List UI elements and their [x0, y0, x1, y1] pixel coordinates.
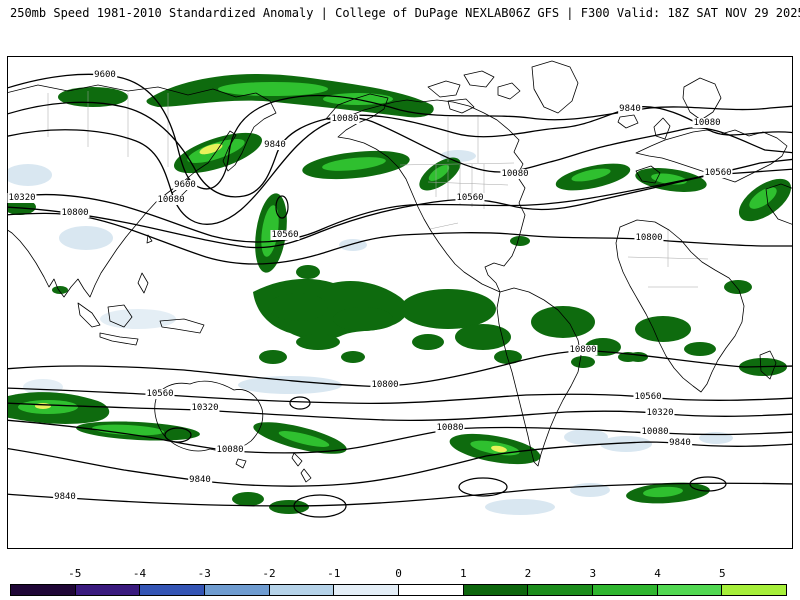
colorbar-tick-label: 4: [654, 567, 661, 580]
negative-anomaly-regions: [8, 150, 733, 515]
chart-title: 250mb Speed 1981-2010 Standardized Anoma…: [10, 6, 509, 20]
colorbar-segment: [657, 585, 723, 595]
contour-label: 10080: [640, 427, 670, 437]
contour-label: 9600: [173, 180, 197, 190]
contour-label: 9840: [53, 492, 77, 502]
closed-contours: [164, 195, 727, 518]
contour-label: 9840: [668, 438, 692, 448]
country-state-borders: [47, 91, 709, 288]
contour-label: 10800: [634, 233, 664, 243]
colorbar-tick-label: 0: [395, 567, 402, 580]
colorbar-tick-label: -3: [197, 567, 211, 580]
title-bar: 250mb Speed 1981-2010 Standardized Anoma…: [0, 6, 800, 20]
map-frame: 9600 10080 9840 10080 9840 10080 10560 9600 1032…: [7, 56, 793, 549]
contour-label: 10320: [190, 403, 220, 413]
colorbar-tick-label: -1: [327, 567, 341, 580]
colorbar-segment: [463, 585, 529, 595]
coastlines: [8, 60, 792, 483]
contour-label: 9840: [188, 475, 212, 485]
contour-label: 10800: [60, 208, 90, 218]
contour-label: 10080: [215, 445, 245, 455]
colorbar-segment: [528, 585, 594, 595]
colorbar-segment: [334, 585, 400, 595]
contour-label: 10320: [645, 408, 675, 418]
contour-label: 10320: [7, 193, 37, 203]
colorbar-tick-label: -2: [262, 567, 276, 580]
colorbar-segment: [11, 585, 76, 595]
colorbar-tick-label: 2: [524, 567, 532, 580]
contour-label: 10560: [703, 168, 733, 178]
colorbar-tick-label: 5: [718, 567, 726, 580]
contour-label: 10080: [435, 423, 465, 433]
colorbar-tick-label: -5: [68, 567, 82, 580]
colorbar-segment: [399, 585, 464, 595]
colorbar-ticks: -5 -4 -3 -2 -1 0 1 2 3 4 5: [10, 567, 787, 581]
colorbar: [10, 584, 787, 596]
colorbar-tick-label: 3: [589, 567, 597, 580]
contour-label: 10080: [330, 114, 360, 124]
colorbar-tick-label: -4: [132, 567, 147, 580]
contour-label: 10800: [370, 380, 400, 390]
contour-label: 10560: [270, 230, 300, 240]
colorbar-segment: [722, 585, 787, 595]
contour-label: 10080: [500, 169, 530, 179]
colorbar-segment: [205, 585, 270, 595]
colorbar-segment: [593, 585, 658, 595]
contour-label-layer: 9600 10080 9840 10080 9840 10080 10560 9600 1032…: [7, 57, 792, 548]
contour-label: 10560: [455, 193, 485, 203]
colorbar-segment: [140, 585, 206, 595]
contour-label: 9600: [93, 70, 117, 80]
contour-label: 10560: [145, 389, 175, 399]
colorbar-segment: [269, 585, 335, 595]
contour-label: 10560: [633, 392, 663, 402]
contour-label: 10800: [568, 345, 598, 355]
contour-label: 10080: [692, 118, 722, 128]
contour-label: 9840: [263, 140, 287, 150]
contour-label: 10080: [156, 195, 186, 205]
model-valid-time: 06Z GFS | F300 Valid: 18Z SAT NOV 29 202…: [508, 6, 800, 20]
contour-label: 9840: [618, 104, 642, 114]
colorbar-tick-label: 1: [459, 567, 467, 580]
colorbar-segment: [75, 585, 141, 595]
